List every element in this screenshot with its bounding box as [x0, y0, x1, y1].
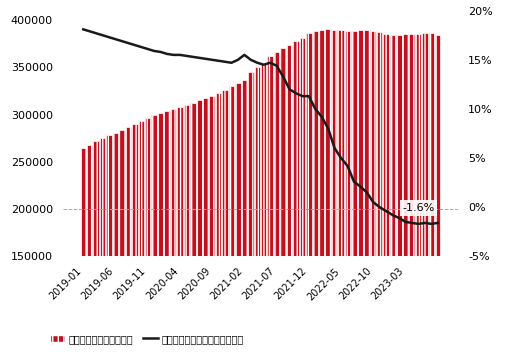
- Bar: [113, 132, 118, 356]
- Bar: [242, 80, 247, 356]
- Bar: [248, 72, 254, 356]
- Bar: [171, 109, 176, 356]
- Bar: [222, 90, 228, 356]
- Bar: [126, 127, 131, 356]
- Bar: [377, 32, 382, 356]
- Bar: [139, 121, 144, 356]
- Bar: [364, 30, 369, 356]
- Bar: [190, 103, 195, 356]
- Bar: [177, 107, 183, 356]
- Bar: [145, 119, 151, 356]
- Bar: [332, 30, 338, 356]
- Bar: [300, 38, 305, 356]
- Bar: [267, 56, 273, 356]
- Text: -1.6%: -1.6%: [402, 203, 435, 213]
- Bar: [338, 30, 344, 356]
- Bar: [158, 113, 164, 356]
- Bar: [152, 115, 157, 356]
- Bar: [287, 45, 292, 356]
- Bar: [390, 35, 395, 356]
- Bar: [370, 31, 376, 356]
- Bar: [409, 34, 415, 356]
- Bar: [293, 41, 299, 356]
- Legend: 个人住房贷款余额：亿元, 个人住房贷款同比增速（右轴）: 个人住房贷款余额：亿元, 个人住房贷款同比增速（右轴）: [46, 330, 248, 347]
- Bar: [164, 111, 170, 356]
- Bar: [255, 67, 260, 356]
- Bar: [306, 33, 312, 356]
- Bar: [351, 31, 357, 356]
- Bar: [119, 130, 125, 356]
- Bar: [209, 96, 215, 356]
- Bar: [274, 52, 279, 356]
- Bar: [435, 35, 440, 356]
- Bar: [422, 33, 428, 356]
- Bar: [132, 124, 138, 356]
- Bar: [196, 100, 202, 356]
- Bar: [261, 63, 266, 356]
- Bar: [280, 48, 286, 356]
- Bar: [203, 98, 208, 356]
- Bar: [100, 138, 105, 356]
- Bar: [93, 141, 99, 356]
- Bar: [81, 148, 86, 356]
- Bar: [319, 30, 325, 356]
- Bar: [416, 34, 421, 356]
- Bar: [357, 30, 363, 356]
- Bar: [106, 135, 112, 356]
- Bar: [345, 31, 350, 356]
- Bar: [396, 35, 402, 356]
- Bar: [383, 34, 389, 356]
- Bar: [87, 145, 92, 356]
- Bar: [216, 93, 221, 356]
- Bar: [183, 105, 189, 356]
- Bar: [429, 33, 434, 356]
- Bar: [235, 83, 241, 356]
- Bar: [313, 31, 318, 356]
- Bar: [403, 34, 408, 356]
- Bar: [229, 86, 234, 356]
- Bar: [326, 28, 331, 356]
